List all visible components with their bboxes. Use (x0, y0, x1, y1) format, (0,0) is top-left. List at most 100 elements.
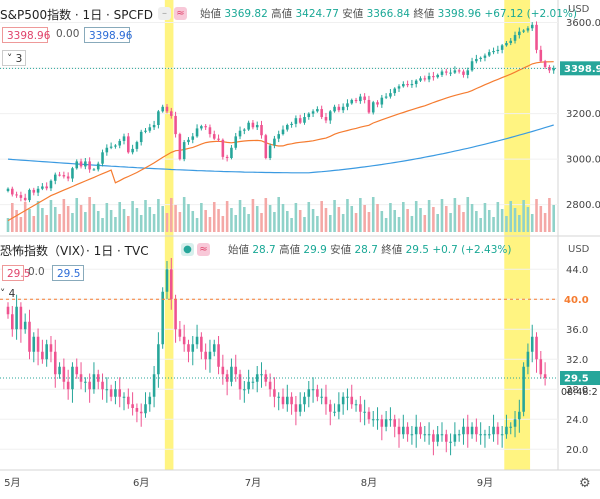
volume-bar (169, 198, 173, 232)
settings-icon[interactable]: ≈ (197, 243, 210, 256)
candle-body (75, 366, 79, 375)
candle-body (539, 359, 543, 375)
candle-body (105, 389, 109, 391)
candle-body (350, 396, 354, 405)
candle-body (114, 389, 117, 397)
candle-body (475, 426, 478, 435)
countdown-label: 08:48:2 (561, 387, 598, 398)
candle-body (384, 96, 388, 98)
candle-body (509, 426, 513, 428)
settings-icon[interactable]: ≈ (174, 7, 187, 20)
volume-bar (359, 198, 362, 232)
candle-body (148, 396, 152, 405)
candle-body (195, 336, 199, 345)
candle-body (122, 136, 126, 141)
x-tick-label: 7月 (245, 477, 261, 489)
bottom-currency[interactable]: USD (568, 244, 590, 255)
low-label: 安値 (342, 8, 364, 20)
candle-body (118, 389, 122, 397)
top-symbol[interactable]: S&P500指数 · 1日 · SPCFD (0, 8, 154, 22)
volume-bar (462, 212, 465, 232)
candle-body (535, 24, 538, 50)
candle-body (127, 396, 130, 405)
candle-body (230, 366, 233, 382)
candle-body (436, 434, 439, 442)
volume-bar (191, 211, 195, 232)
candle-body (543, 61, 547, 67)
moving-average-short (7, 61, 554, 222)
candle-body (122, 396, 126, 398)
candle-body (19, 195, 23, 198)
volume-bar (174, 205, 177, 232)
candle-body (234, 366, 238, 375)
volume-bar (320, 201, 323, 232)
candle-body (530, 336, 534, 352)
candle-body (419, 426, 422, 435)
candle-body (518, 411, 521, 420)
candle-body (19, 306, 23, 330)
candle-body (406, 426, 409, 435)
candle-body (432, 434, 435, 442)
candle-body (410, 434, 414, 436)
volume-bar (268, 205, 272, 232)
eye-icon[interactable]: ● (181, 243, 194, 256)
candle-body (165, 106, 169, 112)
close-value: 29.5 (405, 244, 429, 256)
volume-bar (513, 208, 517, 232)
candle-body (148, 127, 152, 131)
volume-bar (255, 206, 259, 232)
candle-body (118, 140, 122, 146)
candle-body (169, 269, 173, 300)
candle-body (247, 381, 250, 390)
volume-bar (496, 202, 500, 232)
candle-body (333, 411, 336, 413)
y-tick-label-bottom: 28.0 (566, 385, 588, 396)
bottom-zero: 0.0 (28, 266, 45, 278)
volume-bar (32, 216, 36, 232)
candle-body (109, 389, 113, 397)
candle-body (161, 291, 164, 345)
top-indicator-toggle[interactable]: ˅ 3 (2, 50, 26, 66)
top-currency[interactable]: USD (568, 4, 590, 15)
candle-body (208, 127, 212, 135)
volume-bar (371, 197, 375, 232)
candle-body (475, 58, 478, 62)
candle-body (15, 306, 18, 330)
candle-body (6, 306, 10, 315)
candle-body (200, 336, 203, 352)
candle-body (328, 404, 332, 412)
volume-bar (543, 213, 547, 232)
chevron-icon: ˅ (7, 53, 16, 65)
bottom-price-box-red: 29.5 (2, 265, 30, 281)
volume-bar (28, 209, 31, 232)
candle-body (135, 142, 139, 149)
volume-bar (96, 211, 100, 232)
eye-icon[interactable]: – (158, 7, 171, 20)
top-last-price-label: 3398.96 (564, 64, 600, 75)
high-label: 高値 (279, 244, 301, 256)
candle-body (58, 174, 61, 176)
candle-body (53, 174, 57, 181)
candle-body (152, 374, 156, 397)
volume-bar (182, 197, 186, 232)
candle-body (341, 106, 345, 111)
candle-body (62, 175, 66, 177)
volume-bar (457, 205, 461, 232)
bottom-legend: 恐怖指数（VIX）· 1日 · TVC (0, 242, 149, 259)
candle-body (449, 441, 452, 443)
candle-body (127, 136, 130, 153)
volume-bar (45, 215, 48, 232)
candle-body (389, 419, 392, 421)
y-tick-label-top: 2800.00 (566, 200, 600, 211)
highlight-bands (164, 0, 531, 470)
top-legend: S&P500指数 · 1日 · SPCFD (0, 6, 153, 23)
top-ohlc: 始値 3369.82 高値 3424.77 安値 3366.84 終値 3398… (200, 6, 577, 21)
volume-bar (440, 199, 444, 232)
gear-icon[interactable]: ⚙ (579, 476, 591, 491)
bottom-symbol[interactable]: 恐怖指数（VIX）· 1日 · TVC (0, 244, 149, 258)
bottom-indicator-toggle[interactable]: ˅ 4 (0, 288, 15, 300)
candle-body (221, 139, 225, 157)
candle-body (114, 145, 117, 147)
candle-body (337, 106, 341, 111)
